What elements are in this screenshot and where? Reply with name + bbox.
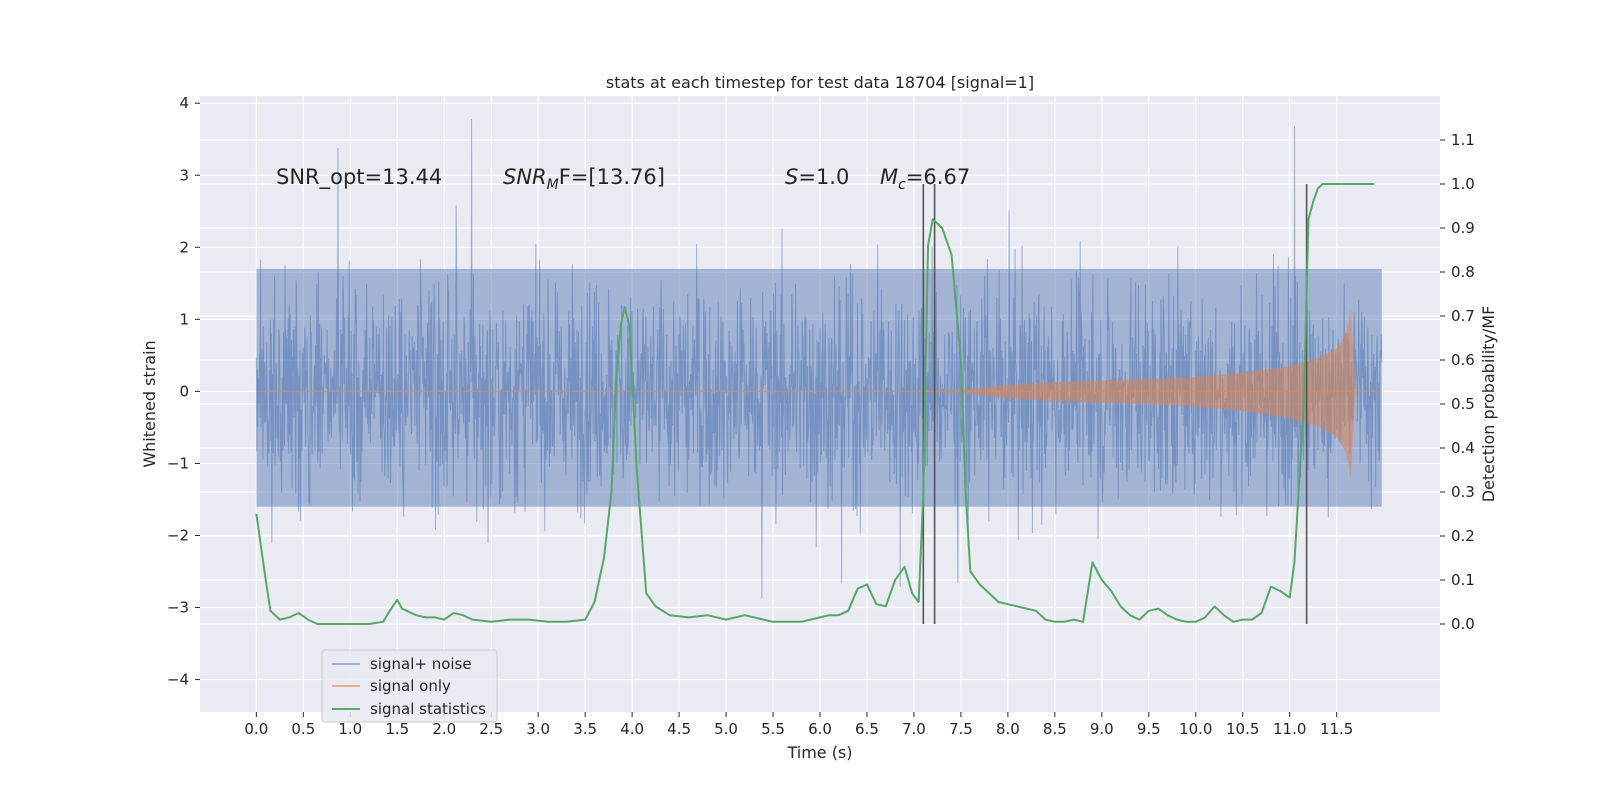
series-signal-only xyxy=(256,308,1382,479)
legend-label-signal-only: signal only xyxy=(370,677,451,695)
x-tick-label: 2.5 xyxy=(479,720,503,738)
legend-box xyxy=(321,649,498,723)
y2-tick-label: 0.7 xyxy=(1451,307,1475,325)
chart-title: stats at each timestep for test data 187… xyxy=(606,73,1034,92)
x-tick-label: 11.0 xyxy=(1273,720,1306,738)
y2-tick-label: 0.4 xyxy=(1451,439,1475,457)
y2-tick-label: 0.5 xyxy=(1451,395,1475,413)
annotation-mc-sub: c xyxy=(898,177,906,193)
x-axis-ticks: 0.0 0.5 1.0 1.5 2.0 2.5 3.0 3.5 4.0 4.5 5.0 5.5 6.0 6… xyxy=(244,712,1353,738)
annotation-s-label: S xyxy=(785,165,798,189)
y-tick-label: −3 xyxy=(167,599,189,617)
x-tick-label: 5.0 xyxy=(714,720,738,738)
x-tick-label: 0.0 xyxy=(244,720,268,738)
x-tick-label: 6.5 xyxy=(855,720,879,738)
x-tick-label: 6.0 xyxy=(808,720,832,738)
x-tick-label: 9.5 xyxy=(1137,720,1161,738)
y2-tick-label: 0.3 xyxy=(1451,483,1475,501)
x-axis-label: Time (s) xyxy=(786,743,852,762)
y-tick-label: 3 xyxy=(179,166,189,184)
y2-tick-label: 1.1 xyxy=(1451,131,1475,149)
annotation-snr-mf: SNRMF=[13.76] xyxy=(503,165,665,193)
annotation-mc: Mc=6.67 xyxy=(880,165,970,193)
y2-axis-label: Detection probability/MF xyxy=(1479,306,1498,503)
x-tick-label: 8.0 xyxy=(996,720,1020,738)
stats-line xyxy=(255,183,1375,625)
x-tick-label: 10.0 xyxy=(1179,720,1212,738)
legend: signal+ noise signal only signal statist… xyxy=(321,649,498,723)
annotation-snr-mf-rest: F=[13.76] xyxy=(559,165,665,189)
annotation-s-value: =1.0 xyxy=(798,165,849,189)
y-tick-label: 2 xyxy=(179,238,189,256)
y2-axis-ticks: 1.1 1.0 0.9 0.8 0.7 0.6 0.5 0.4 0.3 0.2 0.1 0.0 xyxy=(1440,131,1475,633)
x-tick-label: 4.5 xyxy=(667,720,691,738)
x-tick-label: 1.0 xyxy=(338,720,362,738)
legend-label-signal-noise: signal+ noise xyxy=(370,655,472,673)
y2-tick-label: 0.2 xyxy=(1451,527,1475,545)
x-tick-label: 1.5 xyxy=(385,720,409,738)
x-tick-label: 8.5 xyxy=(1043,720,1067,738)
x-tick-label: 9.0 xyxy=(1090,720,1114,738)
annotation-snr-mf-main: SNR xyxy=(503,165,547,189)
y-tick-label: 1 xyxy=(179,310,189,328)
y-tick-label: 4 xyxy=(179,94,189,112)
y2-tick-label: 0.0 xyxy=(1451,615,1475,633)
series-signal-statistics xyxy=(255,183,1375,625)
annotation-s: S=1.0 xyxy=(785,165,849,189)
y-tick-label: −1 xyxy=(167,454,189,472)
x-tick-label: 2.0 xyxy=(432,720,456,738)
x-tick-label: 0.5 xyxy=(291,720,315,738)
x-tick-label: 3.5 xyxy=(573,720,597,738)
annotation-mc-main: M xyxy=(880,165,898,189)
y2-tick-label: 0.8 xyxy=(1451,263,1475,281)
y2-tick-label: 1.0 xyxy=(1451,175,1475,193)
y-axis-label: Whitened strain xyxy=(140,340,159,467)
x-tick-label: 11.5 xyxy=(1320,720,1353,738)
y-tick-label: 0 xyxy=(179,382,189,400)
annotation-mc-value: =6.67 xyxy=(906,165,970,189)
legend-label-signal-statistics: signal statistics xyxy=(370,700,486,718)
y-axis-ticks: 4 3 2 1 0 −1 −2 −3 −4 xyxy=(167,94,200,689)
x-tick-label: 4.0 xyxy=(620,720,644,738)
y2-tick-label: 0.1 xyxy=(1451,571,1475,589)
x-tick-label: 7.5 xyxy=(949,720,973,738)
x-tick-label: 10.5 xyxy=(1226,720,1259,738)
y-tick-label: −2 xyxy=(167,526,189,544)
signal-envelope xyxy=(256,308,1382,479)
x-tick-label: 7.0 xyxy=(902,720,926,738)
x-tick-label: 3.0 xyxy=(526,720,550,738)
y2-tick-label: 0.9 xyxy=(1451,219,1475,237)
noise-trace xyxy=(255,119,1383,599)
y-tick-label: −4 xyxy=(167,671,189,689)
annotation-snr-opt: SNR_opt=13.44 xyxy=(276,165,442,190)
annotation-snr-mf-sub: M xyxy=(547,177,559,193)
x-tick-label: 5.5 xyxy=(761,720,785,738)
y2-tick-label: 0.6 xyxy=(1451,351,1475,369)
